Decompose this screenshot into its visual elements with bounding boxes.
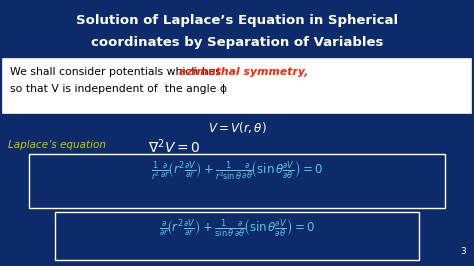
Text: Laplace’s equation: Laplace’s equation — [8, 140, 106, 150]
Text: Solution of Laplace’s Equation in Spherical: Solution of Laplace’s Equation in Spheri… — [76, 14, 398, 27]
FancyBboxPatch shape — [3, 59, 471, 113]
Text: azimuthal symmetry,: azimuthal symmetry, — [179, 67, 308, 77]
Text: coordinates by Separation of Variables: coordinates by Separation of Variables — [91, 36, 383, 49]
Text: 3: 3 — [460, 247, 466, 256]
Text: $\nabla^2 V = 0$: $\nabla^2 V = 0$ — [148, 137, 201, 156]
Text: We shall consider potentials which has: We shall consider potentials which has — [10, 67, 224, 77]
FancyBboxPatch shape — [29, 154, 445, 208]
Text: $\frac{1}{r^2}\frac{\partial}{\partial r}\!\left(r^2\frac{\partial V}{\partial r: $\frac{1}{r^2}\frac{\partial}{\partial r… — [151, 159, 323, 181]
Text: so that V is independent of  the angle ϕ: so that V is independent of the angle ϕ — [10, 84, 227, 94]
Text: $V = V(r,\theta)$: $V = V(r,\theta)$ — [208, 120, 266, 135]
FancyBboxPatch shape — [55, 212, 419, 260]
Text: $\frac{\partial}{\partial r}\!\left(r^2\frac{\partial V}{\partial r}\right)+\fra: $\frac{\partial}{\partial r}\!\left(r^2\… — [159, 217, 315, 239]
